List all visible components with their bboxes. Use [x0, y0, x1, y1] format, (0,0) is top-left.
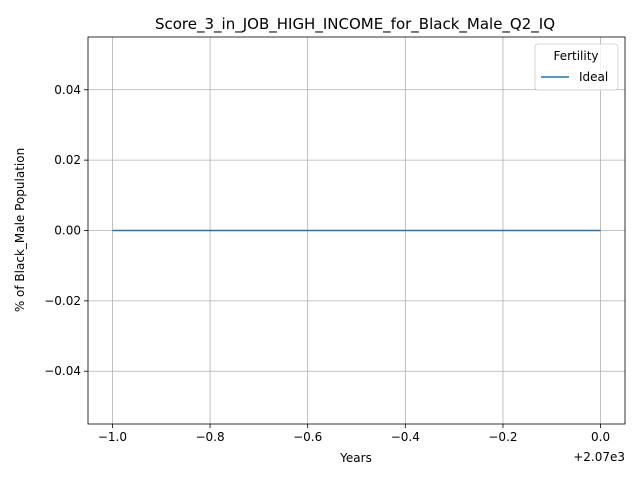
x-tick-label: −0.4 [391, 430, 420, 444]
chart-title: Score_3_in_JOB_HIGH_INCOME_for_Black_Mal… [155, 15, 555, 34]
y-tick-label: −0.02 [44, 294, 81, 308]
y-tick-label: 0.04 [54, 83, 81, 97]
y-axis-label: % of Black_Male Population [13, 148, 27, 312]
x-tick-label: −0.6 [293, 430, 322, 444]
legend: Fertility Ideal [534, 43, 619, 91]
x-axis-offset-label: +2.07e3 [573, 450, 625, 464]
y-tick-label: 0.00 [54, 224, 81, 238]
y-tick-label: −0.04 [44, 364, 81, 378]
y-tick-label: 0.02 [54, 153, 81, 167]
legend-entry-ideal-label: Ideal [579, 70, 608, 84]
x-tick-label: −0.2 [488, 430, 517, 444]
x-axis-label: Years [339, 451, 372, 465]
y-axis: −0.04 −0.02 0.00 0.02 0.04 [44, 83, 88, 378]
legend-box [534, 43, 619, 91]
x-tick-label: 0.0 [591, 430, 610, 444]
legend-title: Fertility [553, 49, 598, 63]
x-tick-label: −1.0 [98, 430, 127, 444]
x-axis: −1.0 −0.8 −0.6 −0.4 −0.2 0.0 [98, 424, 610, 444]
x-tick-label: −0.8 [195, 430, 224, 444]
